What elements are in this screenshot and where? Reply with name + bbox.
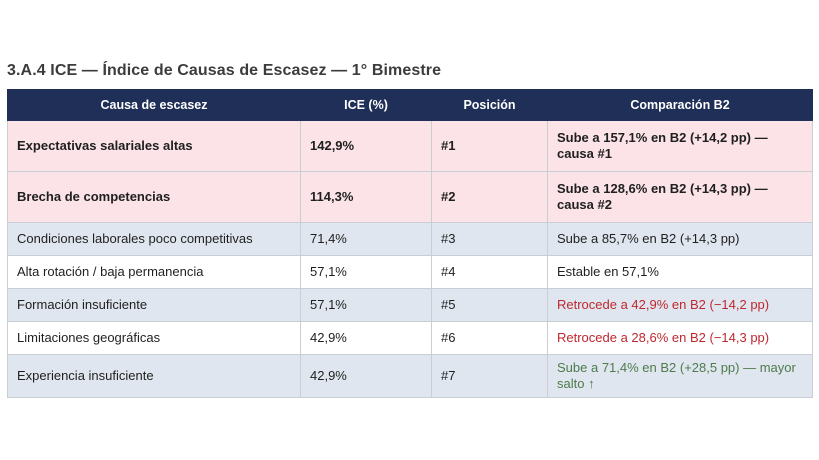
table-row: Limitaciones geográficas 42,9% #6 Retroc… (7, 321, 813, 355)
cell-comparacion: Retrocede a 28,6% en B2 (−14,3 pp) (547, 321, 813, 355)
cell-posicion: #4 (431, 255, 548, 289)
table-row: Brecha de competencias 114,3% #2 Sube a … (7, 171, 813, 223)
header-comparacion: Comparación B2 (547, 89, 813, 121)
cell-posicion: #5 (431, 288, 548, 322)
cell-comparacion: Retrocede a 42,9% en B2 (−14,2 pp) (547, 288, 813, 322)
cell-ice: 114,3% (300, 171, 432, 223)
header-posicion: Posición (431, 89, 548, 121)
table-row: Alta rotación / baja permanencia 57,1% #… (7, 255, 813, 289)
cell-comparacion: Estable en 57,1% (547, 255, 813, 289)
cell-posicion: #7 (431, 354, 548, 398)
cell-causa: Experiencia insuficiente (7, 354, 301, 398)
cell-causa: Limitaciones geográficas (7, 321, 301, 355)
cell-causa: Brecha de competencias (7, 171, 301, 223)
cell-comparacion: Sube a 85,7% en B2 (+14,3 pp) (547, 222, 813, 256)
header-causa: Causa de escasez (7, 89, 301, 121)
cell-causa: Alta rotación / baja permanencia (7, 255, 301, 289)
cell-comparacion: Sube a 157,1% en B2 (+14,2 pp) — causa #… (547, 120, 813, 172)
header-ice: ICE (%) (300, 89, 432, 121)
ice-table: Causa de escasez ICE (%) Posición Compar… (7, 89, 813, 398)
table-row: Expectativas salariales altas 142,9% #1 … (7, 120, 813, 172)
cell-posicion: #1 (431, 120, 548, 172)
cell-causa: Formación insuficiente (7, 288, 301, 322)
cell-ice: 142,9% (300, 120, 432, 172)
cell-ice: 42,9% (300, 321, 432, 355)
cell-ice: 42,9% (300, 354, 432, 398)
table-header-row: Causa de escasez ICE (%) Posición Compar… (7, 89, 813, 121)
cell-comparacion: Sube a 128,6% en B2 (+14,3 pp) — causa #… (547, 171, 813, 223)
cell-posicion: #6 (431, 321, 548, 355)
cell-ice: 57,1% (300, 255, 432, 289)
cell-posicion: #3 (431, 222, 548, 256)
cell-ice: 71,4% (300, 222, 432, 256)
section-title: 3.A.4 ICE — Índice de Causas de Escasez … (7, 62, 442, 79)
table-row: Condiciones laborales poco competitivas … (7, 222, 813, 256)
table-row: Experiencia insuficiente 42,9% #7 Sube a… (7, 354, 813, 398)
cell-causa: Expectativas salariales altas (7, 120, 301, 172)
cell-causa: Condiciones laborales poco competitivas (7, 222, 301, 256)
table-row: Formación insuficiente 57,1% #5 Retroced… (7, 288, 813, 322)
cell-ice: 57,1% (300, 288, 432, 322)
cell-comparacion: Sube a 71,4% en B2 (+28,5 pp) — mayor sa… (547, 354, 813, 398)
cell-posicion: #2 (431, 171, 548, 223)
